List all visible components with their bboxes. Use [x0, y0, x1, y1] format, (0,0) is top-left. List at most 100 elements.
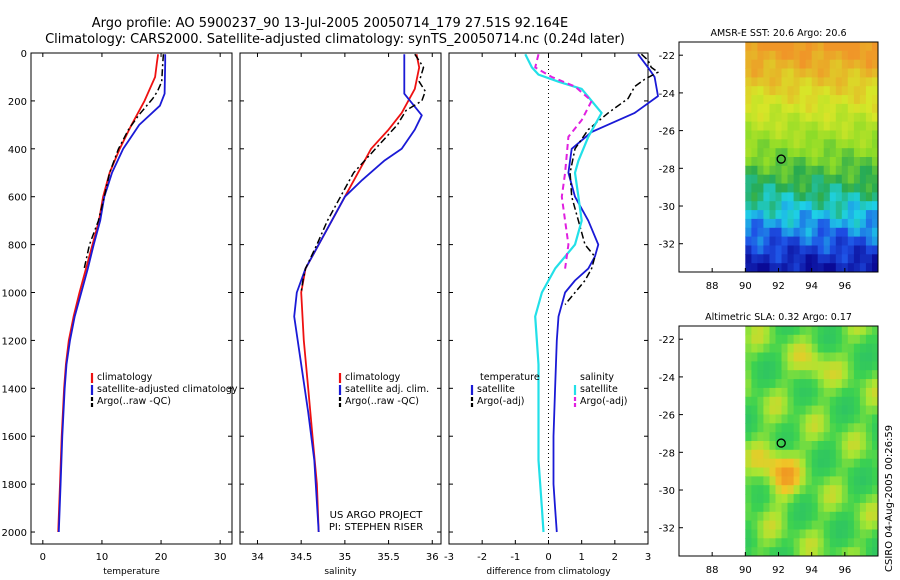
map-cell — [847, 42, 855, 52]
map-cell — [787, 86, 794, 96]
map-cell — [769, 334, 776, 345]
map-cell — [781, 210, 788, 220]
map-cell — [847, 529, 855, 539]
map-cell — [763, 148, 770, 158]
map-cell — [835, 494, 843, 504]
map-cell — [841, 103, 849, 114]
map-cell — [872, 236, 879, 246]
map-cell — [763, 227, 770, 238]
map-cell — [799, 485, 807, 495]
map-cell — [859, 396, 867, 407]
map-cell — [859, 520, 867, 530]
map-cell — [847, 245, 855, 255]
map-cell — [865, 59, 873, 69]
map-cell — [787, 538, 794, 548]
map-cell — [835, 423, 843, 433]
map-cell — [865, 148, 873, 158]
map-cell — [829, 59, 837, 69]
map-cell — [841, 112, 849, 123]
map-cell — [853, 157, 861, 167]
map-cell — [751, 361, 758, 371]
map-cell — [781, 121, 788, 131]
map-cell — [811, 361, 819, 371]
map-cell — [769, 227, 776, 238]
map-cell — [835, 201, 843, 211]
map-cell — [745, 174, 752, 184]
map-cell — [865, 423, 873, 433]
map-cell — [769, 86, 776, 96]
map-cell — [835, 157, 843, 167]
map-cell — [769, 254, 776, 264]
map-cell — [847, 520, 855, 530]
map-cell — [841, 547, 849, 557]
map-cell — [829, 130, 837, 140]
map-y-tick-label: -32 — [659, 524, 675, 535]
map-cell — [841, 192, 849, 202]
map-cell — [847, 103, 855, 114]
map-cell — [847, 387, 855, 398]
map-cell — [865, 414, 873, 424]
map-cell — [799, 165, 807, 176]
map-cell — [853, 396, 861, 407]
map-cell — [835, 103, 843, 114]
map-cell — [853, 379, 861, 389]
map-x-tick-label: 96 — [838, 281, 851, 292]
map-cell — [847, 210, 855, 220]
map-cell — [805, 68, 813, 78]
map-cell — [763, 529, 770, 539]
map-cell — [751, 520, 758, 530]
map-cell — [763, 326, 770, 336]
map-cell — [781, 494, 788, 504]
map-cell — [799, 405, 807, 415]
map-cell — [757, 326, 764, 336]
map-cell — [757, 476, 764, 486]
map-cell — [841, 414, 849, 424]
map-cell — [841, 334, 849, 345]
map-cell — [823, 192, 831, 202]
map-cell — [757, 139, 764, 149]
map-cell — [859, 42, 867, 52]
map-cell — [865, 432, 873, 442]
map-cell — [841, 148, 849, 158]
map-cell — [787, 245, 794, 255]
legend-title: temperature — [480, 372, 540, 383]
map-cell — [805, 59, 813, 69]
map-cell — [763, 370, 770, 380]
map-cell — [829, 502, 837, 513]
map-cell — [775, 326, 782, 336]
map-cell — [751, 370, 758, 380]
map-cell — [841, 396, 849, 407]
map-cell — [805, 148, 813, 158]
map-cell — [769, 121, 776, 131]
map-cell — [829, 121, 837, 131]
map-cell — [835, 210, 843, 220]
map-cell — [763, 68, 770, 78]
map-cell — [865, 245, 873, 255]
map-cell — [872, 361, 879, 371]
map-cell — [757, 458, 764, 468]
map-cell — [853, 520, 861, 530]
map-cell — [823, 352, 831, 362]
map-cell — [769, 387, 776, 398]
map-cell — [775, 227, 782, 238]
map-cell — [805, 254, 813, 264]
map-cell — [775, 414, 782, 424]
map-cell — [751, 547, 758, 557]
map-cell — [835, 396, 843, 407]
map-cell — [805, 227, 813, 238]
map-cell — [841, 538, 849, 548]
map-cell — [859, 174, 867, 184]
map-cell — [793, 86, 801, 96]
map-cell — [823, 183, 831, 193]
map-cell — [745, 343, 752, 353]
map-cell — [859, 326, 867, 336]
map-cell — [787, 254, 794, 264]
map-cell — [787, 59, 794, 69]
map-cell — [817, 263, 825, 273]
map-cell — [751, 254, 758, 264]
map-cell — [781, 547, 788, 557]
map-cell — [781, 326, 788, 336]
map-cell — [799, 50, 807, 61]
map-cell — [859, 157, 867, 167]
map-cell — [865, 201, 873, 211]
